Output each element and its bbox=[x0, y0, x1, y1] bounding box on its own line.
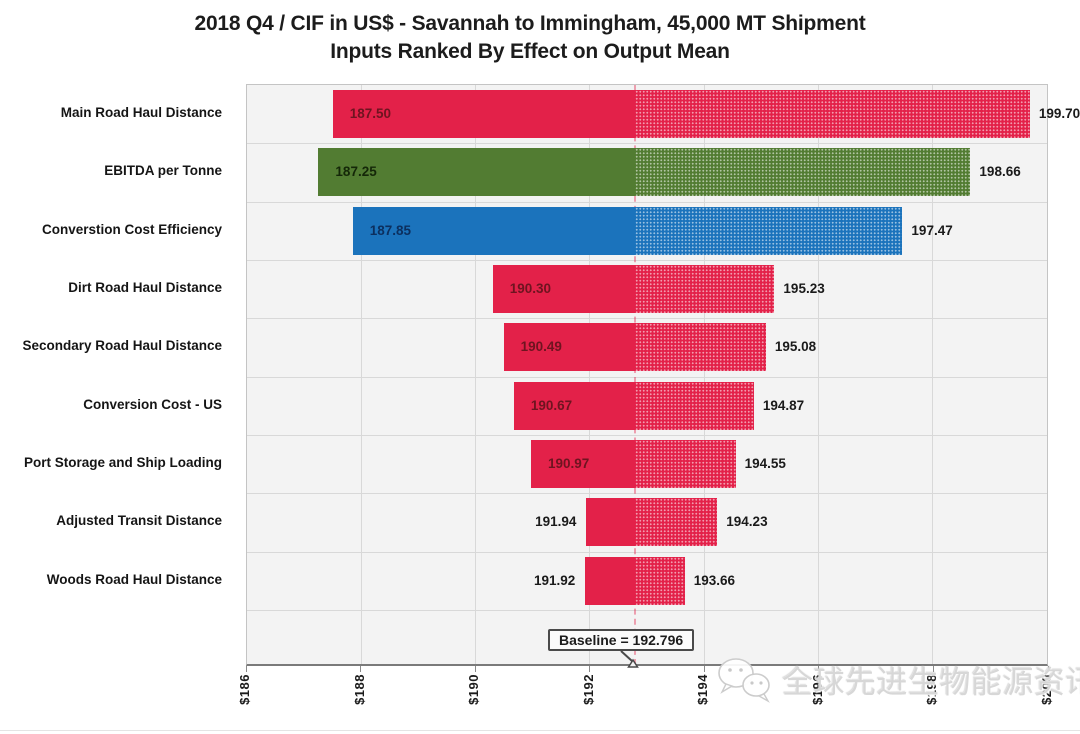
row-separator bbox=[247, 376, 1047, 378]
bar-high-segment bbox=[635, 90, 1030, 138]
x-tick-label: $198 bbox=[924, 674, 940, 705]
row-separator bbox=[247, 143, 1047, 145]
baseline-pointer-arrow bbox=[620, 650, 639, 668]
row-separator bbox=[247, 318, 1047, 320]
x-tick-mark bbox=[1047, 666, 1049, 672]
x-tick-label: $186 bbox=[237, 674, 252, 705]
row-separator bbox=[247, 493, 1047, 495]
baseline-reference-line bbox=[634, 85, 637, 665]
bar-row: 187.85 197.47 bbox=[247, 202, 1047, 260]
baseline-callout: Baseline = 192.796 bbox=[548, 629, 695, 651]
bar-high-segment bbox=[635, 323, 766, 372]
bar-low-segment bbox=[531, 439, 636, 488]
row-separator bbox=[247, 201, 1047, 203]
bar-low-value: 187.25 bbox=[335, 164, 377, 180]
category-label: Port Storage and Ship Loading bbox=[23, 455, 222, 471]
bar-row: 190.30 195.23 bbox=[247, 260, 1047, 318]
bar-row: 191.92 193.66 bbox=[247, 552, 1047, 610]
bar-low-segment bbox=[585, 556, 636, 605]
bar-row: 190.49 195.08 bbox=[247, 318, 1047, 376]
bar-low-segment bbox=[492, 264, 636, 313]
category-axis: Main Road Haul Distance EBITDA per Tonne C… bbox=[0, 84, 234, 609]
x-tick-label: $196 bbox=[809, 674, 825, 705]
chart-subtitle: Inputs Ranked By Effect on Output Mean bbox=[330, 40, 730, 63]
bottom-divider bbox=[0, 730, 1080, 731]
row-separator bbox=[247, 434, 1047, 436]
bar-high-segment bbox=[635, 206, 903, 255]
bar-high-segment bbox=[635, 148, 971, 197]
gridline-v bbox=[589, 85, 591, 664]
bar-row: 190.97 194.55 bbox=[247, 435, 1047, 493]
x-tick-mark bbox=[474, 666, 476, 672]
bar-high-value: 197.47 bbox=[911, 222, 953, 238]
chart-title: 2018 Q4 / CIF in US$ - Savannah to Immin… bbox=[194, 12, 866, 35]
gridline-v bbox=[817, 85, 819, 664]
title-block: 2018 Q4 / CIF in US$ - Savannah to Immin… bbox=[0, 10, 1060, 66]
plot-area: 187.50 199.70 187.25 198.66 187.85 197.47 190.… bbox=[246, 84, 1080, 666]
bar-high-value: 195.23 bbox=[783, 280, 825, 296]
bar-high-value: 193.66 bbox=[693, 572, 735, 588]
category-label: Secondary Road Haul Distance bbox=[22, 338, 222, 354]
gridline-v bbox=[475, 85, 477, 664]
bar-low-value: 190.49 bbox=[520, 339, 562, 355]
category-label: Dirt Road Haul Distance bbox=[68, 280, 222, 296]
bar-low-segment bbox=[318, 148, 636, 197]
gridline-v bbox=[360, 85, 362, 664]
x-tick-mark bbox=[360, 666, 362, 672]
bar-low-value: 187.85 bbox=[369, 222, 411, 238]
bar-low-segment bbox=[513, 381, 636, 430]
bar-high-segment bbox=[635, 381, 754, 430]
bar-high-value: 195.08 bbox=[774, 339, 817, 355]
x-tick-mark bbox=[245, 666, 247, 672]
category-label: Adjusted Transit Distance bbox=[56, 513, 222, 529]
gridline-v bbox=[703, 85, 705, 664]
bar-high-value: 199.70 bbox=[1038, 106, 1080, 121]
bar-low-value: 190.30 bbox=[509, 280, 551, 296]
bar-low-segment bbox=[352, 206, 636, 255]
bar-row: 187.25 198.66 bbox=[247, 143, 1047, 201]
category-label: Main Road Haul Distance bbox=[60, 105, 222, 121]
x-tick-label: $188 bbox=[351, 674, 367, 705]
bar-high-segment bbox=[635, 439, 736, 488]
bar-high-value: 194.55 bbox=[744, 455, 786, 471]
x-tick-mark bbox=[703, 666, 705, 672]
row-separator bbox=[247, 551, 1047, 553]
x-tick-mark bbox=[818, 666, 820, 672]
category-label: Conversion Cost - US bbox=[83, 396, 222, 412]
bar-low-value: 190.67 bbox=[530, 397, 573, 413]
category-label: Converstion Cost Efficiency bbox=[41, 221, 222, 237]
x-tick-label: $192 bbox=[580, 674, 596, 705]
bar-low-value: 191.94 bbox=[535, 514, 577, 530]
bar-low-value: 191.92 bbox=[534, 572, 576, 588]
bar-low-segment bbox=[332, 90, 636, 138]
category-label: EBITDA per Tonne bbox=[104, 163, 222, 179]
x-tick-mark bbox=[932, 666, 934, 672]
category-label: Woods Road Haul Distance bbox=[46, 571, 222, 587]
bar-high-value: 198.66 bbox=[979, 164, 1021, 180]
bar-high-value: 194.23 bbox=[726, 514, 768, 530]
x-tick-label: $190 bbox=[466, 674, 482, 705]
bar-high-segment bbox=[635, 264, 775, 313]
x-tick-label: $200 bbox=[1039, 674, 1054, 705]
row-separator bbox=[247, 609, 1047, 611]
bar-low-segment bbox=[503, 323, 636, 372]
bar-row: 187.50 199.70 bbox=[247, 85, 1080, 143]
bar-row: 191.94 194.23 bbox=[247, 493, 1047, 551]
bar-high-segment bbox=[635, 498, 718, 547]
gridline-v bbox=[932, 85, 934, 664]
bar-row: 190.67 194.87 bbox=[247, 377, 1047, 435]
x-tick-label: $194 bbox=[695, 674, 711, 705]
bar-low-value: 190.97 bbox=[548, 455, 590, 471]
bar-high-segment bbox=[635, 556, 685, 605]
row-separator bbox=[247, 259, 1047, 261]
x-axis: $186 $188 $190 $192 $194 $196 $198 $200 bbox=[237, 666, 1054, 726]
x-tick-mark bbox=[589, 666, 591, 672]
bar-low-segment bbox=[586, 498, 636, 547]
bar-low-value: 187.50 bbox=[349, 106, 391, 121]
bar-high-value: 194.87 bbox=[762, 397, 805, 413]
